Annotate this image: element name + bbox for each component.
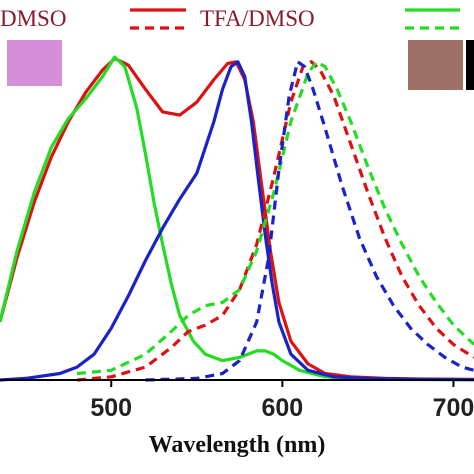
legend-label-dmso: DMSO [0,6,66,31]
x-axis-title: Wavelength (nm) [149,432,326,458]
series-line-5-dashed [145,60,474,382]
series-line-0-solid [0,57,474,381]
legend: DMSO TFA/DMSO [0,6,460,31]
series-line-2-solid [0,60,474,382]
legend-label-tfa-dmso: TFA/DMSO [200,6,315,31]
series-line-4-dashed [76,60,474,376]
x-axis-ticks: 500 600 700 [90,380,474,422]
series-line-1-solid [0,55,474,382]
x-tick-label-600: 600 [261,394,303,422]
plot-area [0,55,474,382]
tfa-color-swatch [408,40,463,90]
swatch-edge-bar [466,40,474,90]
x-tick-label-500: 500 [90,394,132,422]
x-tick-label-700: 700 [433,394,474,422]
dmso-color-swatch [7,40,62,86]
